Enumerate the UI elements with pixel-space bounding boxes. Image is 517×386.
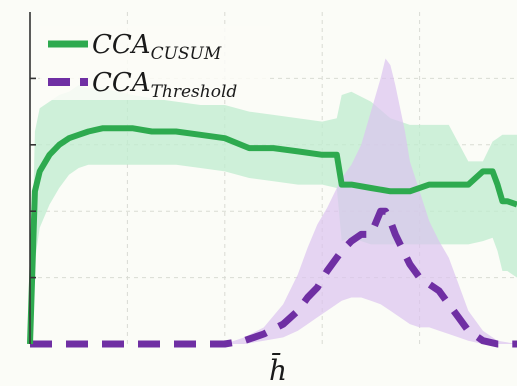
x-axis-label: h̄ bbox=[269, 352, 287, 386]
band-threshold bbox=[30, 58, 517, 344]
series-lines bbox=[27, 125, 517, 348]
series-line-cusum bbox=[27, 125, 517, 345]
legend: CCACUSUM CCAThreshold bbox=[40, 26, 270, 102]
confidence-bands bbox=[30, 58, 517, 344]
axes bbox=[29, 12, 36, 344]
legend-box bbox=[40, 26, 270, 100]
legend-label-threshold: CCAThreshold bbox=[92, 68, 237, 102]
series-line-threshold bbox=[30, 207, 517, 348]
legend-label-cusum: CCACUSUM bbox=[92, 30, 222, 64]
